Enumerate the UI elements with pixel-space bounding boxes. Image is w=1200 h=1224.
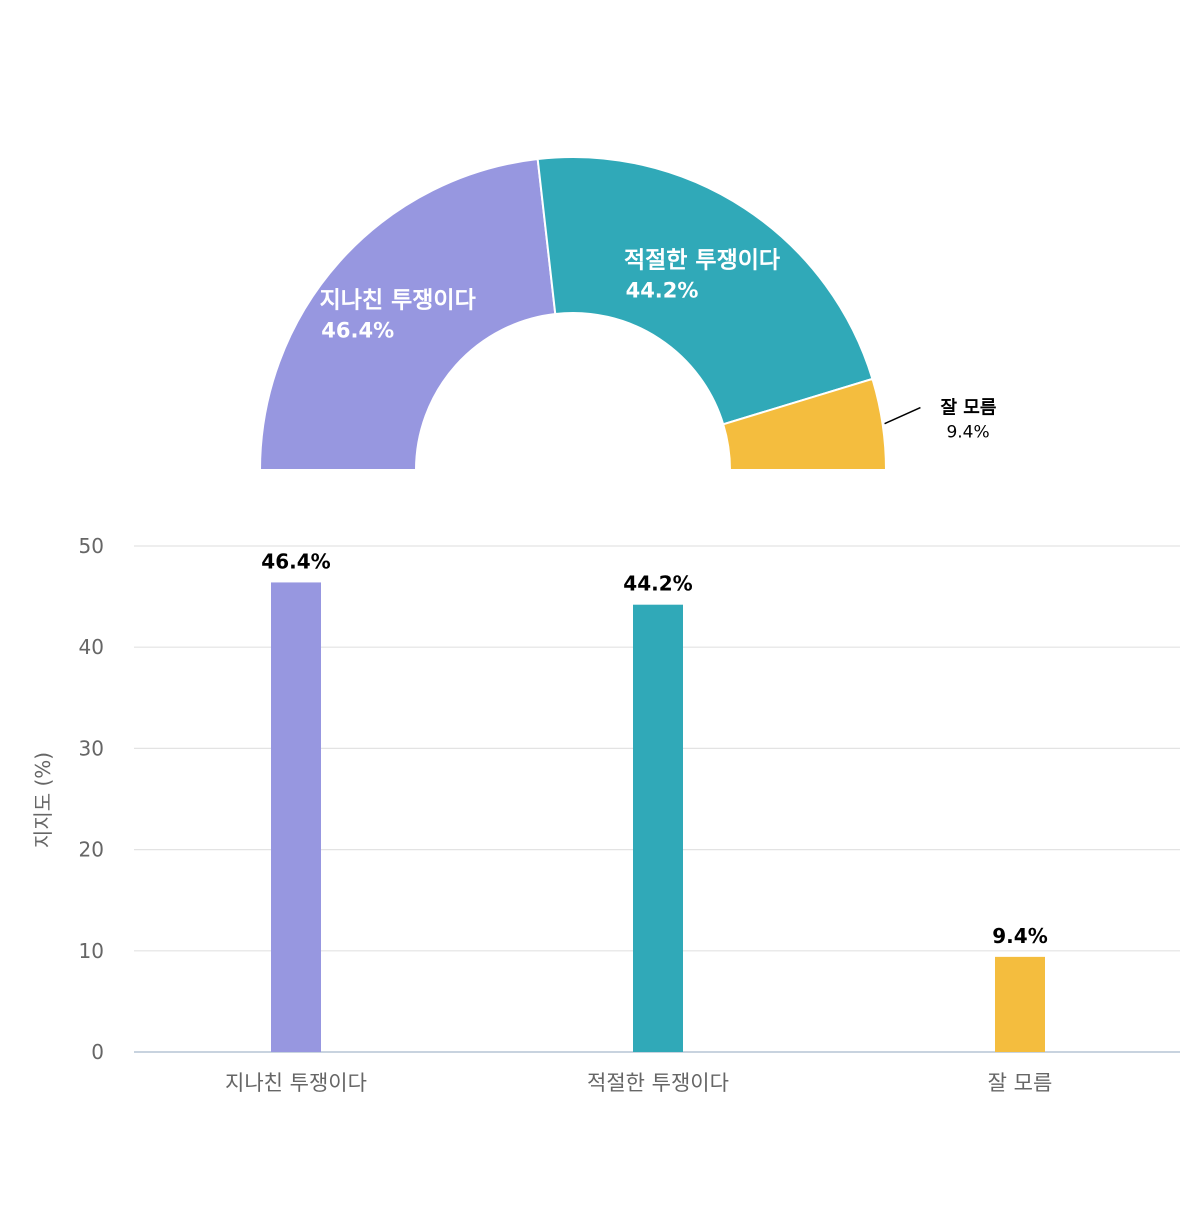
- donut-slice-2: [536, 156, 874, 426]
- donut-slice-value-label: 46.4%: [321, 318, 394, 342]
- x-tick-label: 잘 모름: [988, 1071, 1053, 1095]
- bar-value-label: 46.4%: [261, 549, 330, 573]
- x-axis-ticks: 지나친 투쟁이다 적절한 투쟁이다 잘 모름: [225, 1071, 1052, 1095]
- bar-value-label: 44.2%: [623, 572, 692, 596]
- y-tick-label: 20: [79, 838, 104, 862]
- bar: [633, 604, 683, 1052]
- donut-slice-label: 지나친 투쟁이다: [320, 287, 476, 313]
- bar-value-label: 9.4%: [992, 924, 1047, 948]
- bar: [271, 582, 321, 1052]
- bar: [995, 956, 1045, 1052]
- donut-connector-line: [884, 406, 921, 425]
- x-tick-label: 지나친 투쟁이다: [225, 1071, 367, 1095]
- donut-slice-label: 적절한 투쟁이다: [624, 248, 780, 274]
- y-tick-label: 40: [79, 635, 104, 659]
- y-tick-label: 0: [91, 1040, 104, 1064]
- bar-chart: 0 10 20 30 40 50 지지도 (%) 46.4% 44.2% 9.4% 지나친 투…: [31, 534, 1180, 1095]
- donut-slice-value-label: 44.2%: [626, 279, 699, 303]
- x-tick-label: 적절한 투쟁이다: [587, 1071, 729, 1095]
- y-axis-label: 지지도 (%): [31, 752, 55, 848]
- bars: 46.4% 44.2% 9.4%: [261, 549, 1048, 1052]
- y-tick-label: 50: [79, 534, 104, 558]
- donut-slice-label: 잘 모름: [940, 398, 996, 419]
- y-axis-ticks: 0 10 20 30 40 50: [79, 534, 104, 1064]
- semi-donut-chart: 지나친 투쟁이다 46.4% 적절한 투쟁이다 44.2% 잘 모름 9.4%: [258, 156, 996, 471]
- donut-slice-value-label: 9.4%: [946, 423, 989, 443]
- donut-slice-3: [721, 377, 888, 471]
- donut-slice-1: [258, 157, 557, 471]
- y-tick-label: 30: [79, 736, 104, 760]
- y-tick-label: 10: [79, 939, 104, 963]
